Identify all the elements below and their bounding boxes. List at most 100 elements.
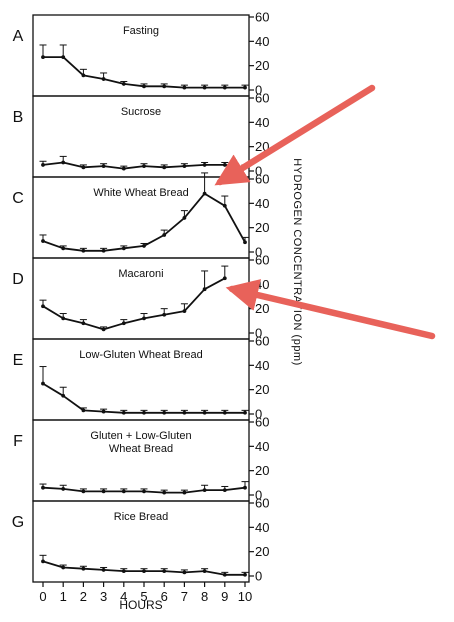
x-tick-label: 8 [201, 589, 208, 604]
y-tick-label: 20 [255, 220, 269, 235]
y-tick-label: 0 [255, 245, 262, 260]
data-point [222, 163, 227, 167]
panel-label: E [13, 352, 24, 369]
data-point [162, 233, 167, 237]
data-point [142, 244, 146, 248]
panel-c: C White Wheat Bread 0 20 40 60 [12, 172, 269, 260]
data-point [162, 490, 167, 495]
x-tick-label: 0 [39, 589, 46, 604]
data-point [41, 485, 45, 490]
y-tick-label: 60 [255, 253, 269, 268]
data-point [222, 85, 227, 90]
y-tick-label: 40 [255, 196, 269, 211]
x-tick-label: 10 [238, 589, 252, 604]
y-tick-label: 20 [255, 544, 269, 559]
y-tick-label: 0 [255, 488, 262, 503]
data-point [61, 160, 66, 165]
x-tick-label: 4 [120, 589, 127, 604]
series-line [42, 277, 226, 331]
data-point [121, 569, 126, 574]
y-tick-label: 40 [255, 115, 269, 130]
data-point [81, 566, 86, 571]
data-point [162, 84, 167, 89]
y-tick-label: 0 [255, 83, 262, 98]
panel-title: Rice Bread [114, 511, 168, 523]
panel-label: F [13, 433, 23, 450]
x-tick-label: 2 [80, 589, 87, 604]
data-point [243, 485, 247, 490]
y-tick-label: 0 [255, 407, 262, 422]
data-point [41, 163, 45, 167]
panel-title: White Wheat Bread [93, 187, 188, 199]
data-point [101, 489, 106, 494]
data-point [182, 164, 187, 169]
y-tick-label: 0 [255, 569, 262, 584]
data-point [101, 164, 106, 169]
data-point [41, 55, 45, 60]
data-point [61, 246, 66, 251]
data-point [162, 165, 167, 170]
y-tick-label: 20 [255, 382, 269, 397]
x-tick-label: 3 [100, 589, 107, 604]
x-tick-label: 7 [181, 589, 188, 604]
data-point [81, 165, 86, 170]
y-tick-label: 60 [255, 334, 269, 349]
data-point [243, 572, 247, 577]
data-point [162, 410, 167, 415]
data-point [182, 309, 187, 313]
data-point [202, 191, 207, 196]
data-point [162, 312, 167, 317]
data-point [81, 73, 86, 78]
y-tick-label: 20 [255, 58, 269, 73]
data-point [243, 85, 247, 90]
data-point [101, 409, 106, 414]
data-point [243, 240, 247, 245]
data-point [182, 490, 187, 495]
data-point [142, 410, 146, 415]
data-point [162, 569, 167, 574]
y-tick-label: 60 [255, 10, 269, 25]
data-point [182, 216, 187, 220]
data-point [41, 559, 45, 564]
y-tick-label: 40 [255, 358, 269, 373]
data-point [81, 248, 86, 253]
panel-label: D [12, 271, 24, 288]
data-point [222, 572, 227, 577]
panel-e: E Low-Gluten Wheat Bread 0 20 40 60 [13, 334, 270, 422]
data-point [121, 82, 126, 86]
data-point [202, 569, 207, 574]
data-point [222, 488, 227, 493]
data-point [101, 568, 106, 572]
panels: A Fasting 0 20 40 60 B Sucrose 0 20 40 60 C White Whe… [12, 10, 270, 584]
x-tick-label: 9 [221, 589, 228, 604]
series-line [42, 382, 245, 414]
series-line [43, 56, 245, 89]
data-point [222, 276, 227, 281]
annotations [214, 84, 436, 340]
data-point [202, 287, 207, 292]
data-point [61, 487, 66, 491]
y-tick-label: 40 [255, 277, 269, 292]
annotation-arrow-d [225, 279, 436, 340]
panel-title: Macaroni [118, 268, 163, 280]
data-point [222, 410, 227, 415]
panel-label: A [13, 28, 24, 45]
data-point [142, 164, 146, 169]
y-tick-label: 40 [255, 34, 269, 49]
x-axis-label: HOURS [119, 598, 162, 612]
panel-label: B [13, 109, 24, 126]
panel-frame [32, 500, 250, 583]
data-point [182, 85, 187, 90]
x-tick-label: 6 [161, 589, 168, 604]
data-point [142, 316, 146, 321]
y-tick-label: 60 [255, 496, 269, 511]
data-point [101, 248, 106, 253]
panel-title: Gluten + Low-Gluten [90, 430, 191, 442]
panel-title: Wheat Bread [109, 443, 173, 455]
y-tick-label: 40 [255, 520, 269, 535]
data-point [121, 246, 126, 251]
x-tick-label: 1 [60, 589, 67, 604]
